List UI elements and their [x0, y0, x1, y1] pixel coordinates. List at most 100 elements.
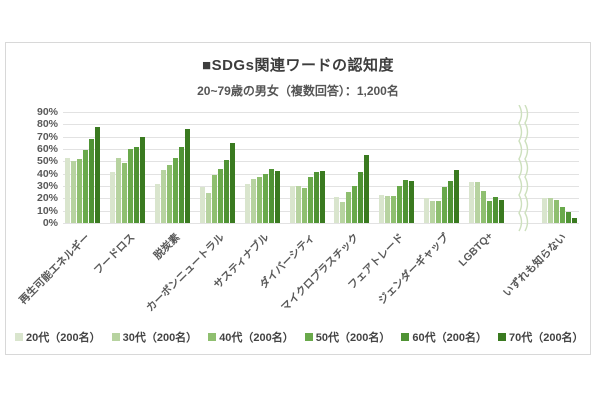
- bar: [256, 177, 262, 223]
- bar: [313, 172, 319, 223]
- bar: [358, 172, 364, 223]
- bar: [553, 199, 559, 223]
- legend-swatch-icon: [304, 333, 313, 341]
- axis-break: [514, 105, 532, 232]
- bar: [127, 149, 133, 223]
- y-axis-label: 70%: [36, 130, 58, 143]
- x-axis-label: 再生可能エネルギー: [17, 231, 93, 307]
- bar: [229, 142, 235, 223]
- bar: [223, 160, 229, 223]
- bar: [454, 169, 460, 223]
- bar: [205, 193, 211, 223]
- legend-label: 40代（200名）: [219, 332, 294, 344]
- bar-group: カーボンニュートラル: [144, 112, 235, 314]
- bar: [481, 190, 487, 223]
- bar: [89, 139, 94, 223]
- legend-swatch-icon: [401, 333, 410, 341]
- bar: [397, 186, 403, 223]
- chart-title: ■SDGs関連ワードの認知度: [202, 57, 394, 74]
- bar-group: いずれも知らない: [501, 112, 577, 299]
- bar: [133, 146, 139, 223]
- bar: [475, 182, 481, 223]
- legend-swatch-icon: [15, 333, 23, 341]
- bar: [565, 211, 571, 223]
- bar-group: マイクロプラスチック: [279, 112, 370, 314]
- legend-label: 60代（200名）: [412, 332, 487, 344]
- x-axis-label: LGBTQ+: [456, 230, 496, 269]
- gridline: [63, 124, 579, 126]
- bar: [115, 157, 121, 223]
- bar: [391, 195, 397, 223]
- bar: [571, 218, 577, 223]
- bar: [95, 126, 100, 223]
- legend-item: 50代（200名）: [304, 329, 391, 345]
- bar: [334, 197, 340, 223]
- bar: [403, 179, 409, 223]
- x-axis-label: いずれも知らない: [501, 231, 570, 300]
- y-axis-label: 50%: [36, 155, 58, 168]
- bar: [442, 187, 448, 223]
- legend: 20代（200名） 30代（200名） 40代（200名） 50代（200名） 60代（…: [15, 329, 584, 345]
- bar: [154, 183, 160, 223]
- bar: [379, 194, 385, 223]
- bar: [184, 129, 190, 223]
- y-axis-label: 90%: [36, 106, 58, 118]
- legend-label: 30代（200名）: [122, 332, 198, 344]
- bar: [121, 162, 127, 223]
- legend-label: 70代（200名）: [508, 332, 584, 344]
- legend-swatch-icon: [497, 333, 506, 341]
- bars-row: 再生可能エネルギー フードロス 脱炭素 カーボンニュートラル サスティナブル ダイバーシテ…: [17, 105, 577, 314]
- gridline: [63, 148, 579, 150]
- x-axis-label: マイクロプラスチック: [279, 231, 362, 314]
- legend-item: 40代（200名）: [208, 329, 294, 345]
- bar: [244, 183, 250, 223]
- y-axis-label: 60%: [36, 142, 58, 155]
- legend-swatch-icon: [208, 333, 217, 341]
- bar: [83, 150, 88, 223]
- bar-group: サスティナブル: [212, 112, 280, 291]
- legend-label: 20代（200名）: [26, 332, 101, 344]
- x-axis-label: カーボンニュートラル: [144, 231, 228, 315]
- y-axis-label: 0%: [42, 217, 58, 229]
- bar: [307, 177, 313, 223]
- axis-break-squiggle-icon: [518, 105, 529, 232]
- bar: [493, 197, 499, 223]
- bar: [160, 169, 166, 223]
- y-axis-label: 10%: [36, 204, 58, 217]
- bar: [295, 186, 301, 223]
- bar: [547, 198, 553, 223]
- bar: [385, 195, 391, 223]
- x-axis-label: 脱炭素: [151, 231, 183, 263]
- bar: [559, 206, 565, 223]
- bar: [71, 161, 76, 223]
- bar: [436, 200, 442, 223]
- y-axis-label: 40%: [36, 167, 58, 180]
- bar: [301, 188, 307, 223]
- bar: [487, 200, 493, 223]
- bar: [409, 181, 415, 223]
- bar: [340, 202, 346, 223]
- bar: [289, 186, 295, 223]
- bar: [172, 157, 178, 223]
- bar: [448, 181, 454, 223]
- legend-item: 30代（200名）: [111, 329, 198, 345]
- bar-group: ジェンダーギャップ: [376, 112, 460, 307]
- bar: [217, 168, 223, 223]
- chart-subtitle: 20~79歳の男女（複数回答）：1,200名: [197, 84, 399, 98]
- chart-card: ■SDGs関連ワードの認知度 20~79歳の男女（複数回答）：1,200名 90…: [5, 42, 591, 355]
- bar: [211, 174, 217, 223]
- bar: [352, 186, 358, 223]
- gridline: [63, 112, 579, 113]
- bar: [178, 146, 184, 223]
- bar: [65, 157, 70, 223]
- gridline: [63, 161, 579, 163]
- bar: [139, 136, 145, 223]
- legend-item: 60代（200名）: [401, 329, 487, 345]
- bar: [499, 199, 505, 223]
- bar: [262, 173, 268, 223]
- bar-group: 再生可能エネルギー: [17, 112, 100, 307]
- legend-label: 50代（200名）: [315, 332, 391, 344]
- bar: [541, 198, 547, 223]
- bar-group: フードロス: [92, 112, 145, 277]
- bar: [319, 171, 325, 223]
